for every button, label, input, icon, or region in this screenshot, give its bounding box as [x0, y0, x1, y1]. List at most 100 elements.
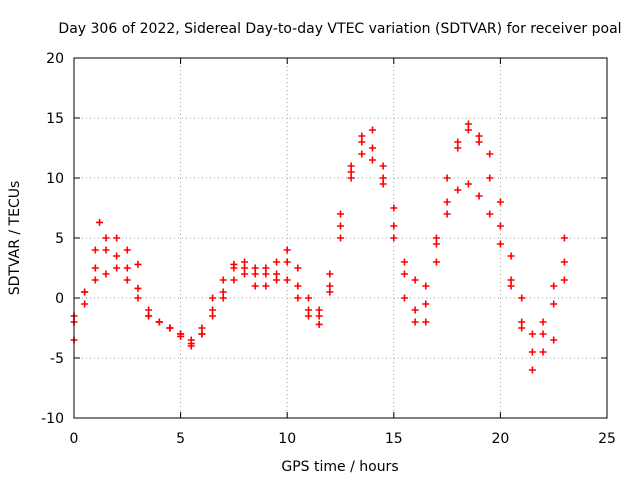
data-point: [305, 294, 313, 302]
data-point: [379, 180, 387, 188]
data-point: [315, 320, 323, 328]
data-point: [251, 264, 259, 272]
data-point: [432, 234, 440, 242]
data-point: [273, 258, 281, 266]
data-point: [145, 312, 153, 320]
data-point: [400, 258, 408, 266]
data-point: [528, 348, 536, 356]
data-point: [273, 276, 281, 284]
data-point: [166, 324, 174, 332]
data-point: [305, 306, 313, 314]
data-point: [475, 132, 483, 140]
series-track-c: [70, 150, 568, 374]
data-point: [283, 246, 291, 254]
data-point: [379, 174, 387, 182]
y-tick-label: 20: [46, 51, 64, 67]
data-point: [315, 312, 323, 320]
data-point: [123, 276, 131, 284]
data-point: [241, 258, 249, 266]
data-points: [70, 120, 568, 374]
data-point: [337, 234, 344, 242]
data-point: [155, 318, 163, 326]
data-point: [358, 150, 366, 158]
data-point: [294, 264, 302, 272]
data-point: [518, 294, 526, 302]
data-point: [454, 138, 462, 146]
data-point: [368, 144, 376, 152]
data-point: [539, 330, 547, 338]
data-point: [102, 234, 110, 242]
series-track-b: [70, 126, 568, 344]
data-point: [528, 366, 536, 374]
data-point: [400, 294, 408, 302]
data-point: [134, 284, 142, 292]
data-point: [102, 270, 110, 278]
data-point: [518, 318, 526, 326]
x-tick-label: 0: [70, 431, 79, 447]
data-point: [96, 218, 104, 226]
data-point: [454, 144, 462, 152]
axis-ticks: 0 5 10 15 20 25 -10 -5 0 5 10 15 20: [41, 51, 616, 447]
data-point: [443, 198, 451, 206]
y-tick-label: -10: [41, 411, 64, 427]
data-point: [475, 192, 483, 200]
data-point: [464, 180, 472, 188]
data-point: [400, 270, 408, 278]
data-point: [294, 282, 302, 290]
data-point: [134, 294, 142, 302]
data-point: [91, 264, 99, 272]
data-point: [273, 270, 281, 278]
plot-frame: [73, 57, 608, 419]
x-tick-label: 25: [598, 431, 616, 447]
grid: [74, 58, 607, 418]
data-point: [528, 330, 536, 338]
data-point: [337, 222, 344, 230]
data-point: [209, 312, 217, 320]
x-axis-label: GPS time / hours: [281, 459, 398, 475]
data-point: [113, 264, 121, 272]
data-point: [91, 246, 99, 254]
data-point: [422, 318, 430, 326]
x-tick-label: 15: [385, 431, 403, 447]
data-point: [443, 174, 451, 182]
data-point: [454, 186, 462, 194]
y-tick-label: -5: [50, 351, 64, 367]
data-point: [422, 300, 430, 308]
y-axis-label: SDTVAR / TECUs: [7, 181, 23, 296]
x-tick-label: 20: [491, 431, 509, 447]
y-tick-label: 15: [46, 111, 64, 127]
data-point: [262, 282, 270, 290]
data-point: [560, 276, 568, 284]
data-point: [379, 162, 387, 170]
data-point: [294, 294, 302, 302]
data-point: [251, 282, 259, 290]
data-point: [283, 276, 291, 284]
data-point: [507, 282, 515, 290]
data-point: [219, 294, 227, 302]
data-point: [177, 330, 185, 338]
data-point: [198, 324, 206, 332]
data-point: [475, 138, 483, 146]
data-point: [305, 312, 313, 320]
data-point: [486, 150, 494, 158]
data-point: [560, 258, 568, 266]
data-point: [102, 246, 110, 254]
data-point: [145, 306, 153, 314]
data-point: [411, 276, 419, 284]
data-point: [326, 270, 334, 278]
data-point: [464, 126, 472, 134]
data-point: [337, 210, 344, 218]
data-point: [283, 258, 291, 266]
data-point: [443, 210, 451, 218]
data-point: [464, 120, 472, 128]
data-point: [496, 240, 504, 248]
y-tick-label: 5: [55, 231, 64, 247]
data-point: [486, 174, 494, 182]
data-point: [262, 264, 270, 272]
data-point: [209, 306, 217, 314]
data-point: [368, 126, 376, 134]
data-point: [230, 264, 238, 272]
data-point: [241, 264, 249, 272]
data-point: [230, 276, 238, 284]
